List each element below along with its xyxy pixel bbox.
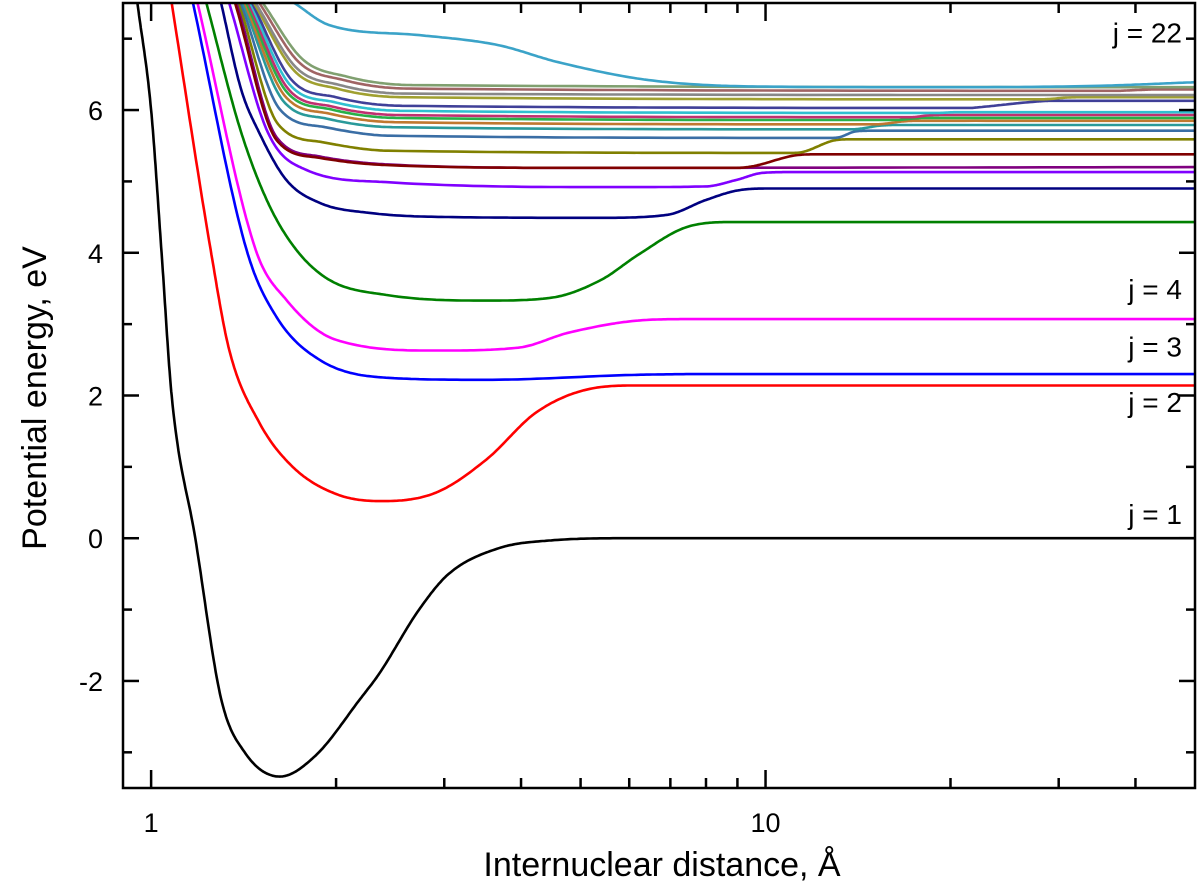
curve-labels: j = 22 j = 4 j = 3 j = 2 j = 1	[1112, 17, 1182, 530]
curve-j-9	[233, 3, 1195, 170]
curve-j-20	[258, 3, 1195, 93]
x-axis-title: Internuclear distance, Å	[483, 846, 841, 884]
curve-label: j = 1	[1127, 499, 1182, 530]
curve-j-2	[170, 3, 1195, 503]
curve-j-12	[241, 3, 1195, 131]
curve-j-7	[227, 3, 1195, 189]
x-tick-label: 10	[751, 808, 781, 838]
y-tick-label: 4	[88, 239, 103, 269]
curve-j-11	[239, 3, 1195, 140]
curves-group	[136, 3, 1195, 778]
curve-j-4	[196, 3, 1195, 352]
tick-labels: 1 10 -2 0 2 4 6	[79, 96, 781, 838]
y-tick-label: 0	[88, 524, 103, 554]
curve-j-17	[250, 3, 1195, 110]
axis-ticks	[123, 3, 1195, 788]
curve-label: j = 22	[1112, 17, 1182, 48]
y-tick-label: 2	[88, 382, 103, 412]
curve-j-5	[205, 3, 1195, 302]
curve-label: j = 4	[1127, 274, 1182, 305]
curve-j-10	[237, 3, 1195, 155]
y-tick-label: 6	[88, 96, 103, 126]
curve-j-6	[219, 3, 1195, 220]
y-tick-label: -2	[79, 667, 103, 697]
curve-j-16	[249, 3, 1195, 115]
curve-j-3	[191, 3, 1195, 382]
curve-j-22	[293, 3, 1195, 89]
plot-frame	[121, 1, 1197, 790]
curve-label: j = 2	[1127, 387, 1182, 418]
curve-j-14	[245, 3, 1195, 122]
x-tick-label: 1	[144, 808, 159, 838]
curve-label: j = 3	[1127, 331, 1182, 362]
curve-j-13	[243, 3, 1195, 126]
curve-j-18	[252, 3, 1195, 101]
curve-j-1	[136, 3, 1195, 778]
y-axis-title: Potential energy, eV	[16, 246, 54, 550]
curve-j-15	[247, 3, 1195, 119]
curve-j-19	[254, 3, 1195, 97]
curve-j-21	[261, 3, 1195, 89]
